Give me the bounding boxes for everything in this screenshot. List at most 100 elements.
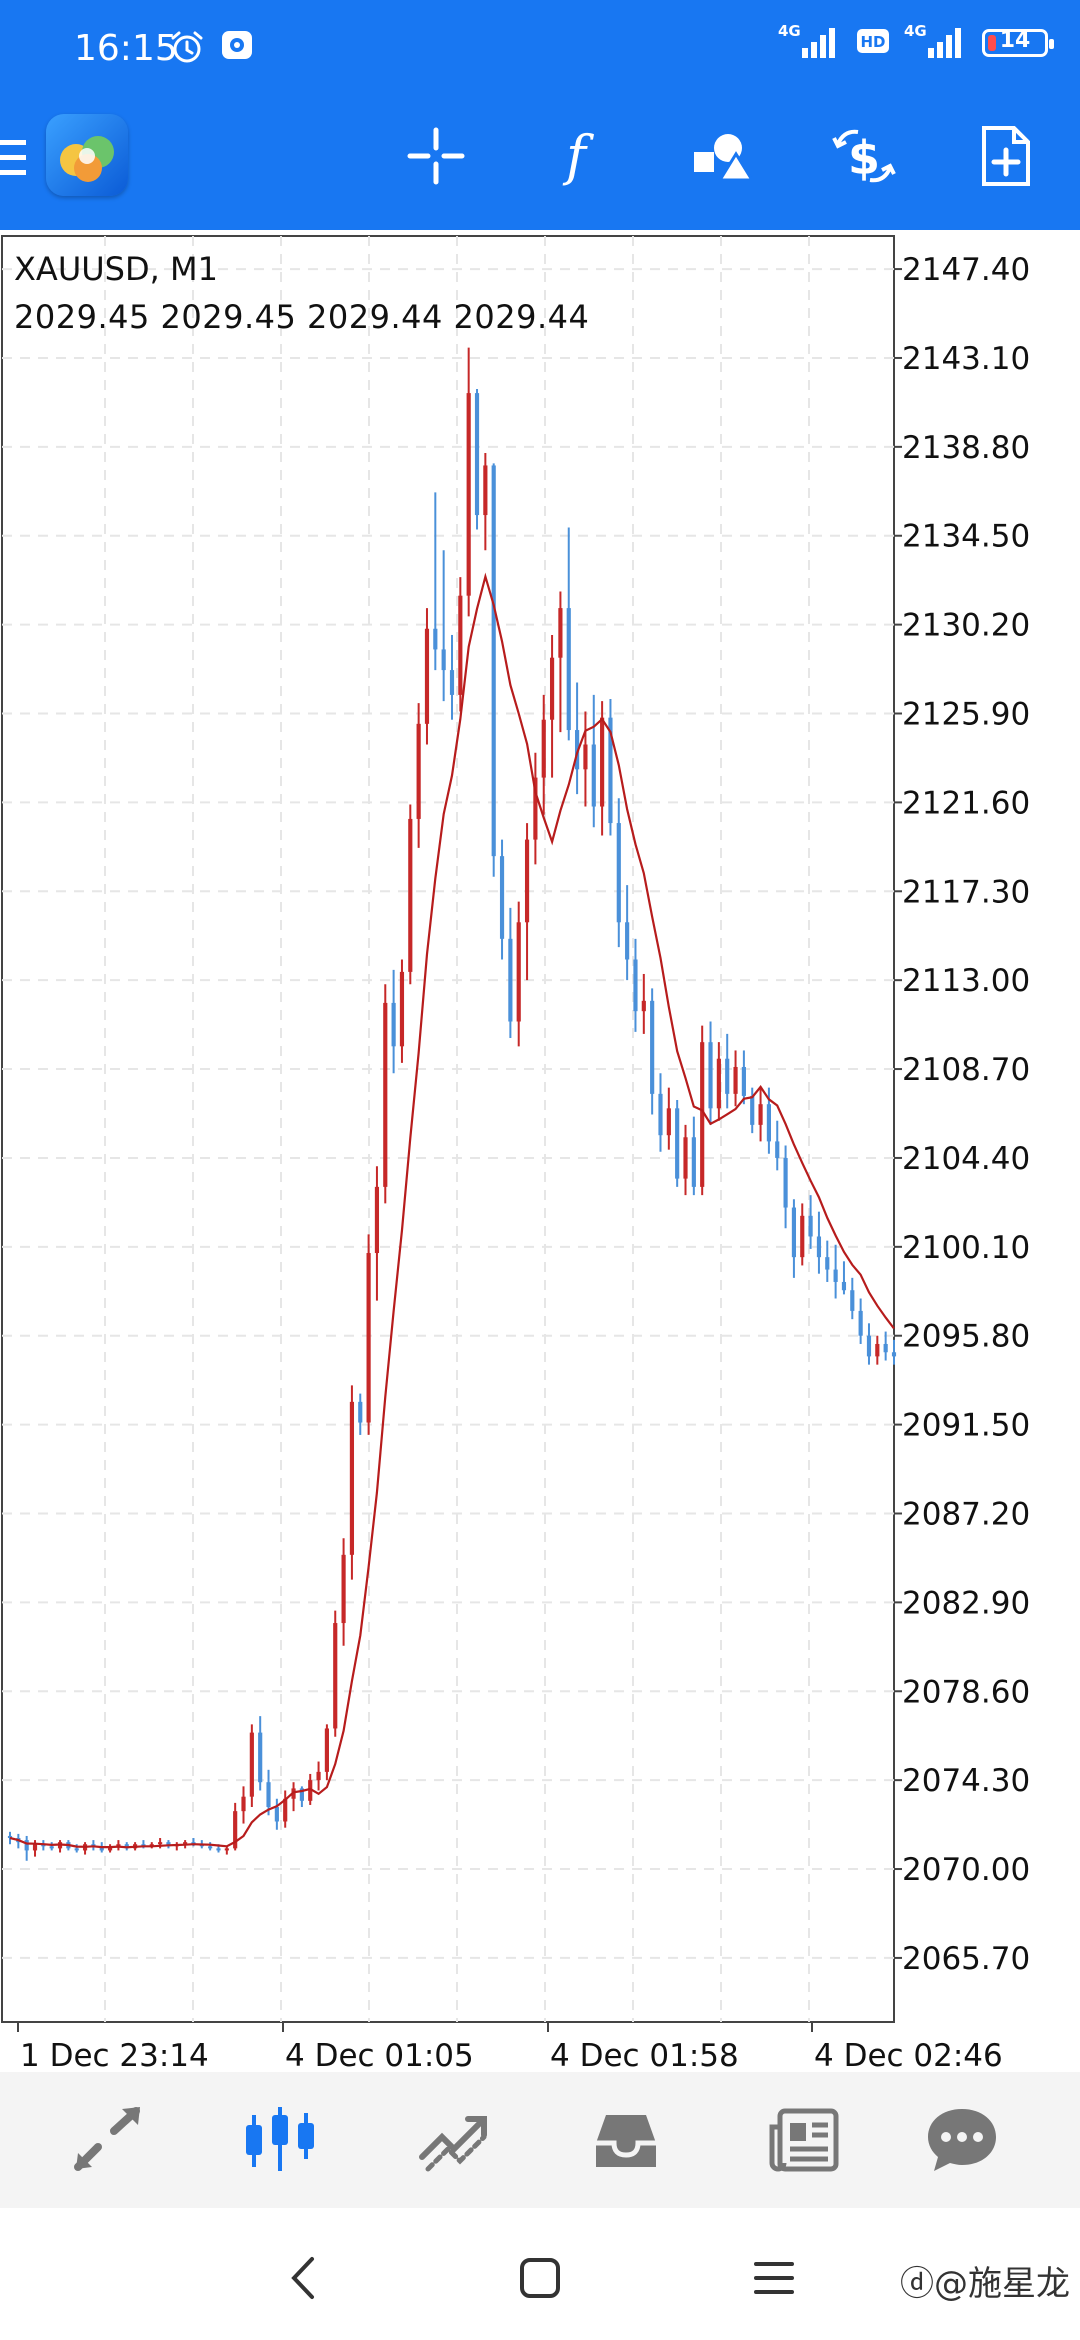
candle-body [107,1846,113,1851]
new-order-icon [982,126,1030,186]
signal-icon-2: 4G [904,22,968,64]
chart-area[interactable]: 2147.40 2143.10 2138.80 2134.50 2130.20 2125.… [0,232,1080,2072]
candle-body [508,938,513,1022]
candle-body [700,1042,705,1187]
y-tick-label: 2065.70 [902,1941,1030,1977]
candle-body [158,1842,163,1845]
alarm-icon [168,28,206,70]
candle-body [391,1002,396,1047]
y-tick-label: 2143.10 [902,341,1030,377]
candle-body [424,628,430,724]
nav-history[interactable] [580,2094,672,2186]
hd-badge: HD [856,28,890,58]
y-tick-label: 2134.50 [902,519,1030,555]
nav-chart[interactable] [234,2094,326,2186]
candle-body [341,1554,346,1624]
y-tick-label: 2100.10 [902,1230,1030,1266]
candle-body [850,1290,855,1311]
candle-body [491,465,496,857]
svg-text:f: f [562,126,594,186]
trade-icon: $ [832,129,896,185]
candle-body [524,839,530,923]
trade-button[interactable]: $ [828,120,900,192]
candle-body [633,959,638,1012]
candle-body [74,1848,79,1851]
menu-icon[interactable] [0,138,28,178]
candle-body [866,1335,872,1357]
candle-body [7,1835,13,1839]
candle-body [600,717,605,807]
candle-body [616,823,621,923]
candle-body [875,1343,880,1357]
trade-chart-icon [419,2116,487,2172]
candle-body [399,971,405,1047]
indicators-button[interactable]: f [540,120,612,192]
network-label-1: 4G [778,22,801,40]
candle-body [675,1108,680,1179]
chart-icon [246,2107,314,2171]
objects-button[interactable] [686,120,758,192]
candle-body [783,1157,788,1208]
nav-quotes[interactable] [62,2094,154,2186]
moving-average-line [9,572,895,1849]
new-order-button[interactable] [970,120,1042,192]
nav-news[interactable] [758,2094,850,2186]
y-tick-label: 2125.90 [902,697,1030,733]
candle-body [558,608,563,658]
candle-body [466,393,471,596]
candle-body [449,670,455,695]
candle-body [499,856,505,939]
y-tick-label: 2095.80 [902,1319,1030,1355]
candle-body [308,1780,313,1801]
messages-icon [928,2109,996,2171]
candle-body [733,1066,738,1094]
status-bar: 16:15 4G HD 4G 14 [0,0,1080,98]
home-button[interactable] [510,2248,570,2308]
candle-body [716,1058,721,1109]
y-tick-label: 2121.60 [902,785,1030,821]
candle-body [474,393,480,516]
y-tick-label: 2130.20 [902,608,1030,644]
news-icon [769,2108,839,2172]
candle-body [858,1310,863,1336]
x-tick-label: 1 Dec 23:14 [20,2038,209,2072]
x-tick-label: 4 Dec 01:58 [550,2038,739,2072]
back-button[interactable] [274,2248,334,2308]
back-icon [291,2257,314,2299]
candle-body [691,1137,696,1187]
signal-icon-1: 4G [778,22,842,64]
candle-body [258,1732,263,1783]
candle-body [458,595,463,695]
plot-frame [1,235,895,2023]
candle-body [24,1840,29,1851]
candle-body [891,1352,897,1357]
candle-body [49,1846,54,1849]
y-tick-label: 2113.00 [902,963,1030,999]
nav-trade[interactable] [408,2094,500,2186]
candle-body [283,1798,288,1822]
candle-body [750,1095,755,1125]
crosshair-button[interactable] [400,120,472,192]
x-tick-label: 4 Dec 02:46 [814,2038,1003,2072]
recents-button[interactable] [744,2248,804,2308]
candle-body [416,723,421,819]
candle-body [233,1811,238,1849]
candle-body [374,1186,380,1254]
y-tick-label: 2070.00 [902,1852,1030,1888]
candle-body [249,1732,254,1797]
y-tick-label: 2087.20 [902,1496,1030,1532]
candle-body [566,608,571,731]
chart-ohlc: 2029.45 2029.45 2029.44 2029.44 [14,298,590,336]
system-nav: ⓓ@施星龙 [0,2208,1080,2340]
candle-body [833,1269,838,1282]
price-chart[interactable]: 2147.40 2143.10 2138.80 2134.50 2130.20 2125.… [0,232,1080,2072]
y-tick-label: 2074.30 [902,1763,1030,1799]
app-logo[interactable] [46,114,128,196]
y-tick-label: 2082.90 [902,1585,1030,1621]
y-tick-label: 2117.30 [902,874,1030,910]
candle-body [741,1066,746,1096]
nav-messages[interactable] [916,2094,1008,2186]
home-icon [520,2258,560,2298]
candle-body [349,1401,355,1555]
candle-body [683,1137,688,1179]
